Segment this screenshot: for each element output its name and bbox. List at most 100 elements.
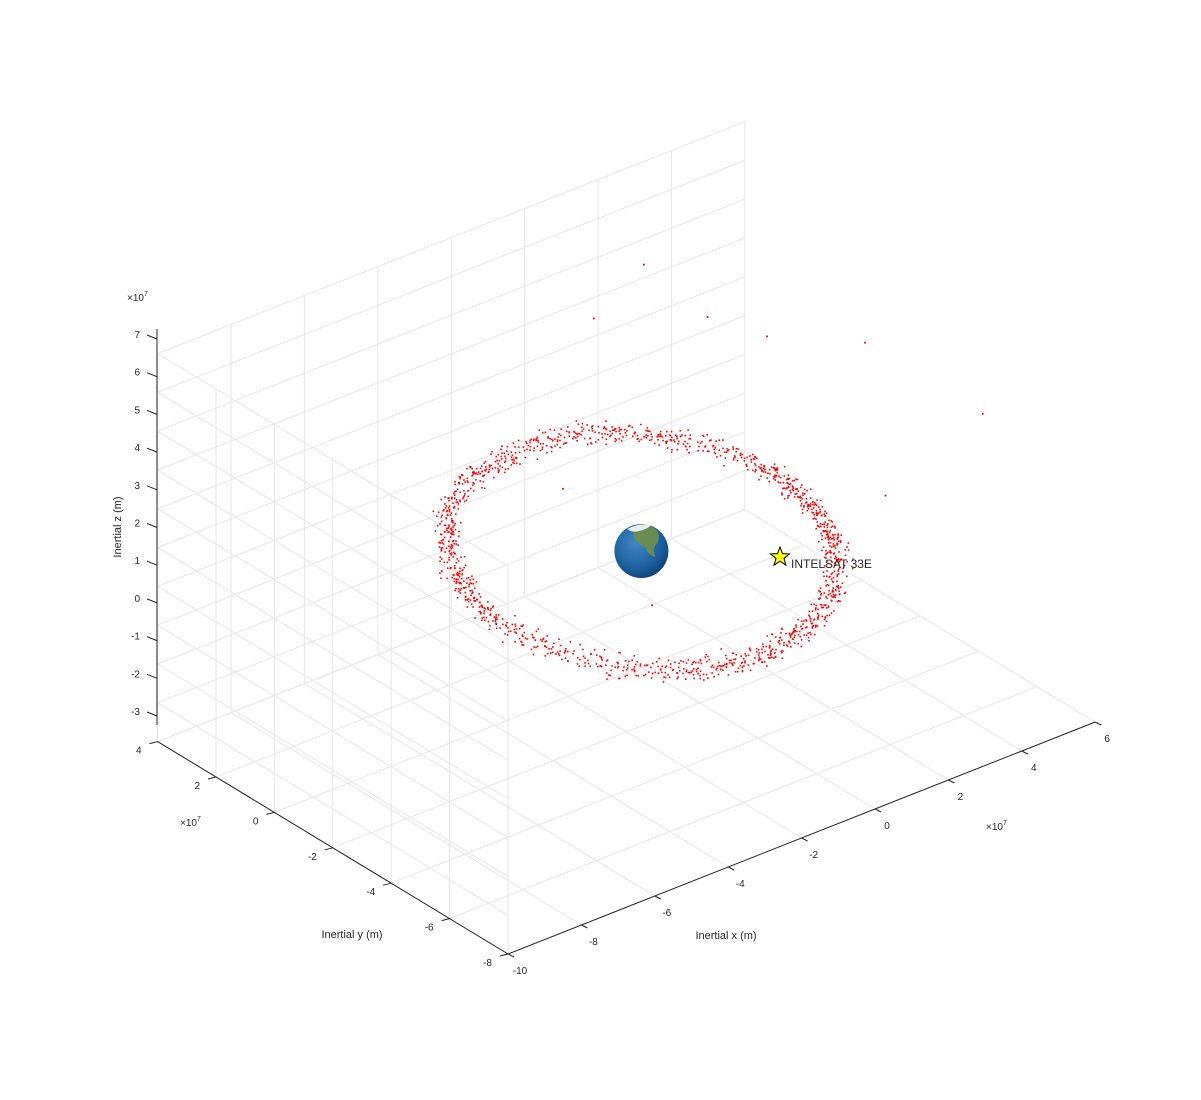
- debris-point: [783, 497, 786, 500]
- debris-point: [725, 657, 728, 660]
- debris-point: [464, 564, 467, 567]
- debris-point: [824, 556, 826, 559]
- debris-point: [844, 591, 847, 594]
- debris-point: [463, 587, 466, 589]
- debris-point: [559, 446, 561, 449]
- debris-point: [698, 445, 700, 448]
- debris-point: [791, 480, 794, 482]
- debris-point: [674, 434, 677, 436]
- debris-point: [833, 610, 835, 612]
- debris-point: [702, 434, 704, 437]
- debris-point: [492, 606, 494, 608]
- debris-point: [453, 507, 455, 509]
- debris-point: [829, 541, 832, 544]
- debris-point: [643, 263, 645, 266]
- debris-point: [656, 661, 658, 663]
- debris-point: [457, 503, 460, 505]
- debris-point: [747, 664, 750, 666]
- z-multiplier: ×107: [127, 291, 148, 304]
- debris-point: [452, 540, 455, 542]
- debris-point: [832, 589, 834, 592]
- debris-point: [439, 556, 442, 558]
- z-tick-label: 7: [134, 330, 140, 341]
- x-tick: [727, 866, 735, 871]
- debris-point: [436, 515, 438, 518]
- debris-point: [670, 430, 673, 433]
- debris-point: [437, 511, 440, 513]
- debris-point: [722, 665, 725, 667]
- debris-point: [575, 437, 577, 439]
- debris-point: [450, 512, 453, 514]
- debris-point: [691, 663, 693, 665]
- debris-point: [689, 445, 691, 448]
- debris-point: [832, 581, 835, 584]
- debris-point: [820, 592, 823, 595]
- grid-line: [157, 392, 745, 626]
- debris-point: [829, 536, 832, 539]
- debris-point: [581, 422, 584, 425]
- debris-point: [620, 428, 623, 431]
- debris-point: [455, 587, 457, 590]
- debris-point: [628, 425, 631, 427]
- debris-point: [493, 616, 496, 618]
- debris-point: [794, 631, 796, 633]
- debris-point: [510, 464, 513, 466]
- debris-point: [454, 480, 456, 483]
- debris-point: [459, 589, 462, 591]
- debris-point: [461, 573, 463, 576]
- debris-point: [459, 581, 462, 584]
- debris-point: [466, 480, 469, 482]
- debris-point: [532, 439, 535, 442]
- debris-point: [624, 432, 627, 434]
- debris-point: [458, 475, 461, 478]
- debris-point: [439, 542, 442, 544]
- debris-point: [535, 439, 537, 441]
- debris-point: [844, 549, 846, 551]
- debris-point: [636, 438, 639, 440]
- debris-point: [825, 596, 827, 598]
- debris-point: [680, 660, 682, 662]
- debris-point: [458, 483, 460, 485]
- debris-point: [819, 587, 822, 589]
- debris-point: [834, 525, 836, 528]
- debris-point: [825, 553, 828, 555]
- debris-point: [755, 651, 758, 653]
- debris-point: [466, 467, 468, 470]
- debris-point: [811, 610, 814, 612]
- debris-point: [727, 449, 730, 451]
- debris-point: [556, 440, 559, 443]
- debris-point: [733, 457, 735, 459]
- debris-point: [846, 560, 848, 563]
- debris-point: [605, 672, 608, 674]
- debris-point: [687, 659, 690, 661]
- grid-line: [157, 702, 509, 916]
- debris-point: [453, 494, 456, 496]
- debris-point: [559, 650, 561, 652]
- debris-point: [717, 673, 720, 676]
- debris-point: [828, 519, 830, 522]
- debris-point: [633, 668, 635, 670]
- debris-point: [828, 531, 831, 534]
- debris-point: [459, 567, 461, 570]
- debris-point: [721, 665, 723, 667]
- debris-point: [762, 643, 764, 645]
- debris-point: [805, 634, 808, 637]
- debris-point: [611, 429, 614, 431]
- debris-point: [665, 442, 667, 444]
- debris-point: [835, 585, 838, 588]
- debris-point: [499, 465, 501, 467]
- debris-point: [838, 561, 841, 563]
- debris-point: [664, 671, 667, 674]
- grid-line: [449, 686, 1037, 920]
- debris-point: [801, 508, 804, 511]
- debris-point: [463, 580, 465, 582]
- debris-point: [821, 615, 824, 618]
- debris-point: [510, 456, 513, 458]
- debris-point: [725, 663, 728, 666]
- debris-point: [452, 526, 454, 528]
- debris-point: [522, 635, 524, 638]
- debris-point: [699, 674, 701, 677]
- debris-point: [787, 495, 789, 497]
- debris-point: [515, 632, 517, 634]
- debris-point: [761, 661, 764, 663]
